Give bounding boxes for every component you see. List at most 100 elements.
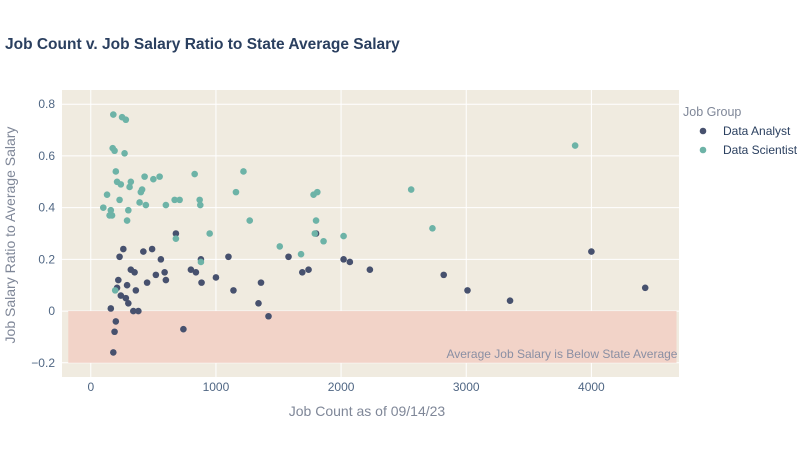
data-points [100,111,649,356]
point-data-scientist [136,199,143,206]
point-data-analyst [464,287,471,294]
legend-marker-data-analyst [699,127,707,135]
y-tick-label: 0.4 [38,201,55,215]
point-data-analyst [366,266,374,273]
point-data-scientist [407,186,415,193]
point-data-analyst [198,279,205,286]
below-average-region [68,311,677,363]
point-data-scientist [107,206,115,214]
point-data-analyst [161,268,168,276]
point-data-analyst [212,274,220,281]
point-data-scientist [156,173,163,180]
point-data-analyst [641,284,649,292]
point-data-analyst [265,312,272,320]
legend-marker-data-scientist [699,146,707,154]
point-data-analyst [132,287,140,294]
point-data-analyst [110,349,117,356]
point-data-scientist [111,287,119,294]
tick-labels: −0.2 0 0.2 0.4 0.6 0.8 0 1000 2000 3000 4000 [31,97,605,394]
point-data-analyst [162,276,170,284]
point-data-scientist [121,150,128,157]
point-data-analyst [120,245,127,253]
point-data-analyst [230,287,237,294]
point-data-analyst [192,268,200,276]
point-data-scientist [197,258,205,266]
point-data-scientist [297,250,305,258]
x-tick-label: 0 [87,380,94,394]
point-data-analyst [225,253,232,261]
legend-label-data-scientist: Data Scientist [723,143,798,157]
point-data-analyst [298,268,306,276]
y-tick-label: −0.2 [31,356,55,370]
point-data-analyst [125,300,132,307]
point-data-analyst [143,279,151,286]
x-tick-label: 3000 [453,380,480,394]
point-data-scientist [176,196,183,204]
below-average-annotation: Average Job Salary is Below State Averag… [446,347,677,361]
point-data-scientist [138,186,146,193]
point-data-analyst [255,300,262,307]
point-data-analyst [112,318,120,325]
point-data-analyst [131,268,138,276]
point-data-analyst [506,297,514,305]
point-data-analyst [305,266,312,273]
point-data-analyst [135,307,142,315]
point-data-analyst [257,279,265,286]
point-data-scientist [311,230,319,237]
point-data-scientist [108,212,116,219]
point-data-scientist [103,191,111,199]
point-data-analyst [122,294,130,302]
point-data-analyst [285,253,292,261]
point-data-analyst [440,271,448,279]
x-tick-label: 1000 [203,380,230,394]
point-data-scientist [111,147,118,155]
x-axis-title: Job Count as of 09/14/23 [289,403,446,419]
point-data-analyst [140,248,147,255]
point-data-analyst [152,271,160,279]
point-data-analyst [346,258,354,266]
x-tick-label: 2000 [328,380,355,394]
y-tick-label: 0 [48,304,55,318]
point-data-analyst [148,245,156,253]
point-data-scientist [191,170,198,178]
y-tick-label: 0.6 [38,149,55,163]
x-tick-label: 4000 [578,380,605,394]
point-data-scientist [240,168,247,175]
point-data-analyst [107,305,115,312]
point-data-scientist [127,178,135,186]
point-data-scientist [116,196,123,204]
point-data-analyst [187,266,195,273]
point-data-analyst [157,256,165,263]
point-data-scientist [429,225,436,232]
point-data-scientist [125,206,132,214]
point-data-analyst [117,292,125,299]
legend-title: Job Group [683,105,741,119]
point-data-scientist [320,237,327,245]
point-data-analyst [115,276,122,284]
y-tick-label: 0.8 [38,97,55,111]
point-data-scientist [276,243,284,250]
point-data-scientist [142,201,150,209]
point-data-scientist [117,181,125,188]
point-data-scientist [150,175,157,183]
point-data-scientist [141,173,148,180]
point-data-scientist [112,168,120,175]
legend-label-data-analyst: Data Analyst [723,124,791,138]
point-data-scientist [196,196,203,204]
point-data-analyst [130,307,137,315]
point-data-scientist [206,230,213,237]
legend: Job Group Data Analyst Data Scientist [683,105,798,157]
point-data-analyst [172,230,180,237]
point-data-analyst [116,253,123,261]
point-data-scientist [126,183,133,191]
point-data-scientist [171,196,178,204]
point-data-scientist [232,188,240,196]
point-data-scientist [123,217,131,224]
point-data-analyst [588,248,595,255]
point-data-scientist [100,204,107,211]
point-data-scientist [110,111,117,118]
point-data-scientist [314,188,321,196]
chart-title: Job Count v. Job Salary Ratio to State A… [5,36,400,53]
point-data-scientist [162,201,170,209]
point-data-scientist [196,201,204,209]
